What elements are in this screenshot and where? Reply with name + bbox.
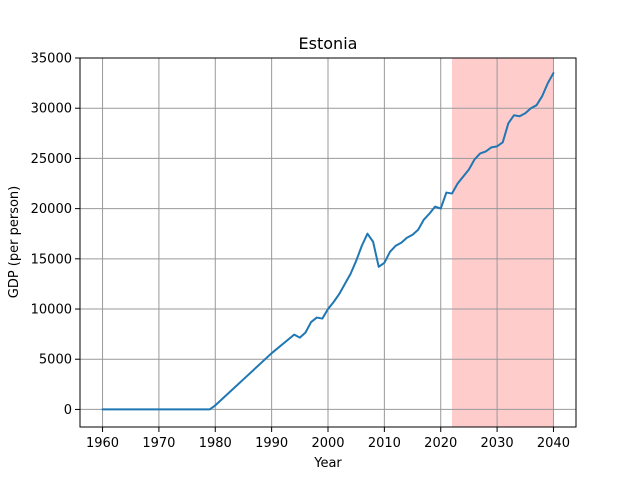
chart-title: Estonia <box>299 34 358 53</box>
y-tick-label: 20000 <box>31 202 72 217</box>
forecast-highlight-band <box>452 58 554 427</box>
x-tick-label: 1980 <box>199 436 232 451</box>
highlight-band-layer <box>452 58 554 427</box>
y-tick-label: 30000 <box>31 102 72 117</box>
x-tick-label: 1990 <box>255 436 288 451</box>
grid-layer <box>80 57 576 427</box>
y-axis-label: GDP (per person) <box>7 186 22 299</box>
y-tick-label: 10000 <box>31 303 72 318</box>
x-tick-label: 2000 <box>311 436 344 451</box>
y-tick-label: 0 <box>64 403 72 418</box>
y-tick-label: 25000 <box>31 152 72 167</box>
x-tick-label: 2040 <box>537 436 570 451</box>
x-tick-label: 2030 <box>481 436 514 451</box>
series-layer <box>101 72 555 411</box>
x-axis-label: Year <box>313 456 342 471</box>
y-tick-label: 5000 <box>39 353 72 368</box>
y-tick-label: 35000 <box>31 52 72 67</box>
x-tick-label: 1970 <box>142 436 175 451</box>
gdp-series-line <box>101 72 555 411</box>
x-tick-label: 2010 <box>368 436 401 451</box>
y-tick-label: 15000 <box>31 252 72 267</box>
x-tick-label: 2020 <box>424 436 457 451</box>
x-tick-label: 1960 <box>86 436 119 451</box>
tick-layer: 1960 1970 1980 1990 2000 2010 2020 2030 2040 0 500… <box>31 52 570 452</box>
